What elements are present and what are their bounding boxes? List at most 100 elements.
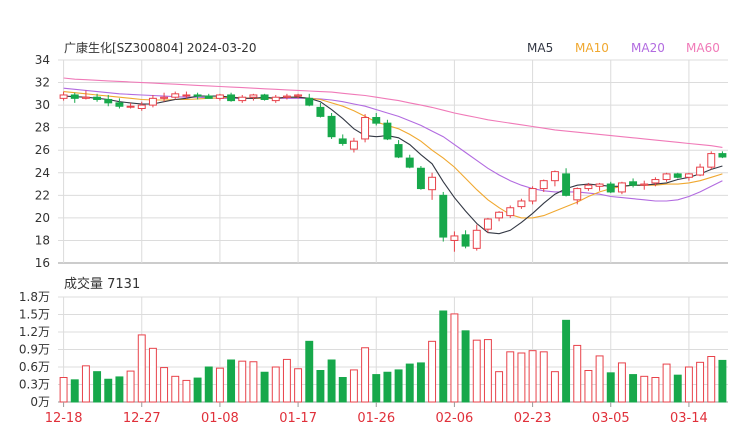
price-tick-label: 30 bbox=[35, 98, 50, 112]
volume-title: 成交量 7131 bbox=[64, 276, 140, 292]
candle-body bbox=[394, 144, 403, 158]
candle-body bbox=[327, 115, 336, 138]
volume-bar bbox=[316, 370, 325, 403]
candle-body bbox=[249, 94, 258, 98]
volume-tick-label: 0.9万 bbox=[19, 343, 50, 357]
candle-body bbox=[495, 211, 504, 219]
volume-bar bbox=[606, 372, 615, 403]
volume-bar bbox=[215, 367, 224, 403]
candle-body bbox=[673, 173, 682, 178]
candle-body bbox=[349, 140, 358, 150]
volume-bar bbox=[148, 347, 157, 403]
date-tick-label: 03-05 bbox=[592, 411, 630, 426]
volume-axis: 0万 0.3万 0.6万 0.9万 1.2万 1.5万 1.8万 bbox=[19, 290, 50, 409]
volume-bar bbox=[70, 379, 79, 403]
volume-bar bbox=[349, 369, 358, 403]
candle-body bbox=[506, 207, 515, 217]
volume-bar bbox=[673, 374, 682, 403]
candle-body bbox=[372, 117, 381, 124]
volume-tick-label: 1.2万 bbox=[19, 325, 50, 339]
volume-bar bbox=[249, 361, 258, 403]
candle-body bbox=[193, 94, 202, 97]
volume-bar bbox=[662, 363, 671, 403]
candle-body bbox=[383, 122, 392, 140]
candle-body bbox=[718, 153, 727, 158]
candle-body bbox=[461, 234, 470, 247]
volume-tick-label: 1.5万 bbox=[19, 308, 50, 322]
candle-body bbox=[573, 188, 582, 201]
legend-ma5: MA5 bbox=[527, 41, 553, 55]
volume-bar bbox=[584, 370, 593, 403]
volume-bar bbox=[696, 361, 705, 403]
candle-body bbox=[405, 157, 414, 168]
volume-bar bbox=[93, 371, 102, 403]
volume-bar bbox=[573, 344, 582, 403]
volume-bar bbox=[707, 356, 716, 403]
volume-bar bbox=[640, 375, 649, 403]
volume-bar bbox=[238, 360, 247, 403]
candle-body bbox=[227, 94, 236, 102]
price-axis: 16 18 20 22 24 26 28 30 32 34 bbox=[35, 53, 50, 270]
date-axis: 12-18 12-27 01-08 01-17 01-26 02-06 02-23 03-05… bbox=[45, 402, 708, 426]
ma5-line bbox=[63, 95, 723, 235]
date-tick-label: 12-27 bbox=[123, 411, 161, 426]
candle-body bbox=[238, 96, 247, 102]
candle-body bbox=[595, 183, 604, 187]
date-tick-label: 01-17 bbox=[279, 411, 317, 426]
volume-bar bbox=[59, 377, 68, 403]
price-tick-label: 26 bbox=[35, 143, 50, 157]
price-tick-label: 24 bbox=[35, 166, 50, 180]
volume-bar bbox=[104, 378, 113, 403]
volume-bar bbox=[528, 350, 537, 403]
price-tick-label: 22 bbox=[35, 188, 50, 202]
volume-bar bbox=[227, 359, 236, 403]
volume-bar bbox=[472, 339, 481, 403]
candle-body bbox=[539, 180, 548, 190]
volume-bar bbox=[372, 374, 381, 403]
candle-body bbox=[305, 97, 314, 106]
volume-tick-label: 0.3万 bbox=[19, 378, 50, 392]
volume-bar bbox=[204, 366, 213, 403]
volume-bar bbox=[506, 351, 515, 403]
candle-body bbox=[260, 94, 269, 100]
volume-bar bbox=[562, 319, 571, 403]
volume-bar bbox=[651, 377, 660, 403]
ma-legend: MA5 MA10 MA20 MA60 bbox=[527, 41, 720, 55]
volume-bar bbox=[361, 347, 370, 403]
candle-body bbox=[126, 105, 135, 108]
candle-body bbox=[215, 94, 224, 99]
volume-bar bbox=[182, 379, 191, 403]
legend-ma20: MA20 bbox=[631, 41, 665, 55]
candle-body bbox=[93, 96, 102, 100]
volume-bar bbox=[294, 368, 303, 403]
volume-tick-label: 0万 bbox=[30, 395, 50, 409]
volume-bar bbox=[595, 355, 604, 403]
candle-body bbox=[104, 98, 113, 104]
candle-body bbox=[316, 106, 325, 117]
volume-bar bbox=[282, 358, 291, 403]
date-tick-label: 02-06 bbox=[436, 411, 474, 426]
candle-body bbox=[472, 229, 481, 249]
candle-body bbox=[294, 94, 303, 97]
candle-body bbox=[338, 138, 347, 144]
volume-bar bbox=[517, 352, 526, 403]
date-tick-label: 01-08 bbox=[201, 411, 239, 426]
price-tick-label: 18 bbox=[35, 233, 50, 247]
candle-body bbox=[361, 117, 370, 140]
volume-bar bbox=[495, 371, 504, 403]
candle-body bbox=[137, 104, 146, 109]
price-grid bbox=[58, 59, 728, 264]
candlesticks bbox=[59, 90, 727, 252]
candle-body bbox=[684, 173, 693, 178]
volume-bar bbox=[439, 310, 448, 403]
candle-body bbox=[428, 176, 437, 191]
volume-bar bbox=[684, 366, 693, 403]
volume-bar bbox=[305, 340, 314, 403]
volume-bar bbox=[461, 330, 470, 403]
volume-bar bbox=[550, 371, 559, 403]
candle-body bbox=[70, 94, 79, 99]
volume-bar bbox=[160, 367, 169, 403]
candle-body bbox=[584, 184, 593, 190]
volume-bar bbox=[327, 359, 336, 403]
candle-body bbox=[629, 181, 638, 186]
